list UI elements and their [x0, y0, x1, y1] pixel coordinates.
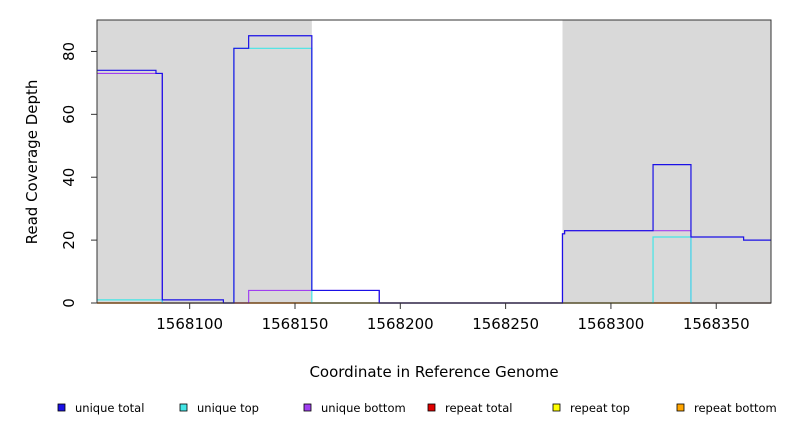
legend-label: unique bottom	[321, 401, 406, 415]
x-tick-label: 1568150	[262, 315, 329, 333]
shaded-region-2	[562, 20, 771, 303]
x-tick-label: 1568200	[367, 315, 434, 333]
y-tick-label: 60	[60, 105, 78, 124]
legend-item-repeat-top: repeat top	[552, 401, 630, 415]
legend-item-unique-bottom: unique bottom	[303, 401, 406, 415]
legend-item-unique-top: unique top	[179, 401, 259, 415]
legend-swatch	[179, 403, 188, 412]
x-axis-label: Coordinate in Reference Genome	[309, 363, 558, 381]
x-tick-label: 1568350	[683, 315, 750, 333]
y-axis-label: Read Coverage Depth	[23, 80, 41, 245]
x-tick-label: 1568300	[578, 315, 645, 333]
legend-swatch	[676, 403, 685, 412]
legend-label: unique top	[197, 401, 259, 415]
y-tick-label: 40	[60, 168, 78, 187]
shaded-region-1	[97, 20, 312, 303]
legend: unique total unique top unique bottom repea…	[57, 401, 777, 415]
legend-label: unique total	[75, 401, 144, 415]
x-tick-label: 1568100	[156, 315, 223, 333]
legend-item-repeat-bottom: repeat bottom	[676, 401, 777, 415]
legend-item-repeat-total: repeat total	[427, 401, 512, 415]
x-tick-label: 1568250	[472, 315, 539, 333]
y-axis: 0 20 40 60 80	[60, 42, 97, 308]
legend-swatch	[552, 403, 561, 412]
y-tick-label: 20	[60, 231, 78, 250]
y-tick-label: 80	[60, 42, 78, 61]
legend-label: repeat bottom	[694, 401, 777, 415]
legend-swatch	[57, 403, 66, 412]
legend-label: repeat top	[570, 401, 630, 415]
series-line-unique-total	[97, 35, 771, 304]
legend-item-unique-total: unique total	[57, 401, 144, 415]
legend-label: repeat total	[445, 401, 512, 415]
legend-swatch	[427, 403, 436, 412]
legend-swatch	[303, 403, 312, 412]
plot-frame	[96, 19, 772, 304]
x-axis: 1568100 1568150 1568200 1568250 1568300 15683…	[156, 303, 750, 333]
shaded-regions	[97, 20, 771, 303]
y-tick-label: 0	[60, 298, 78, 308]
